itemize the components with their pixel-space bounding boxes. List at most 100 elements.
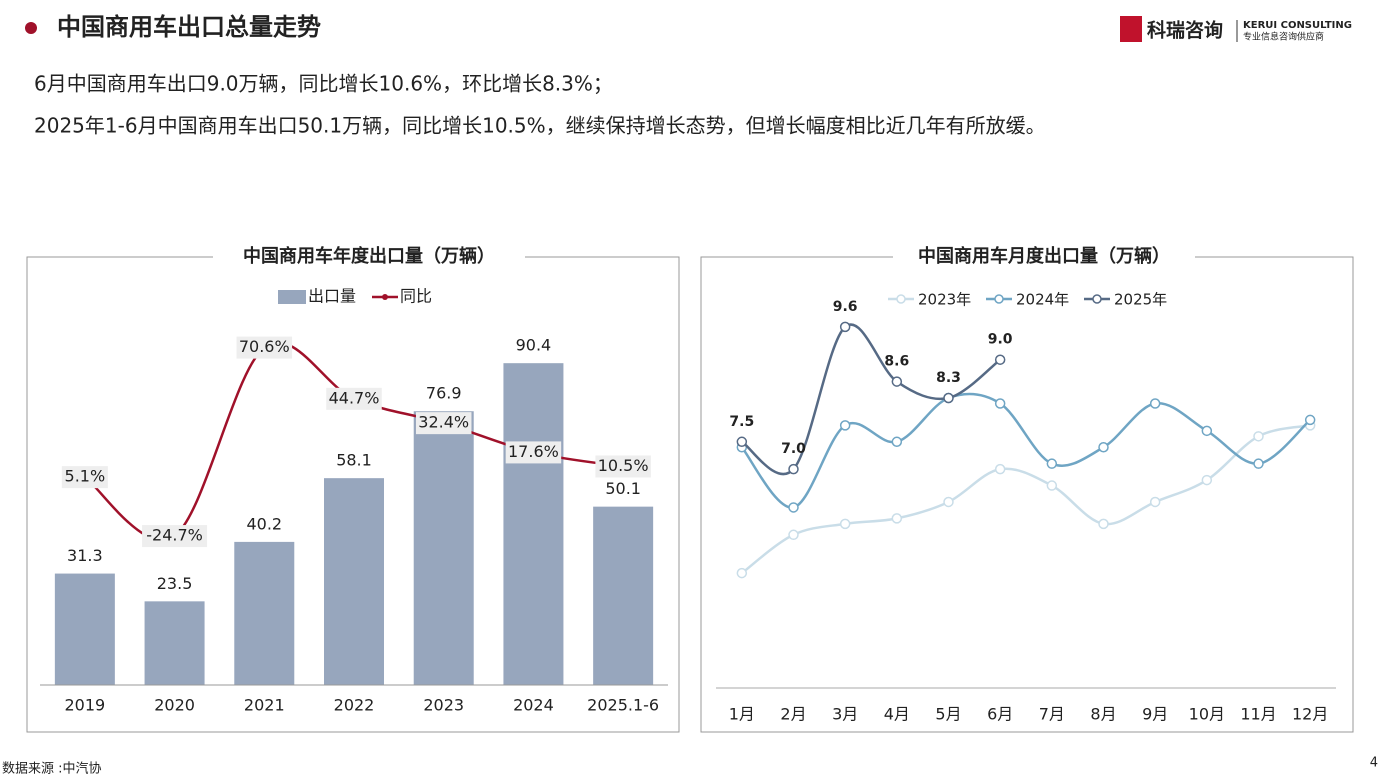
logo: 科瑞咨询 bbox=[1147, 19, 1223, 42]
point bbox=[788, 502, 799, 513]
point bbox=[788, 529, 799, 541]
body-text: 6月中国商用车出口9.0万辆，同比增长10.6%，环比增长8.3%； bbox=[34, 72, 613, 96]
label-box bbox=[236, 336, 293, 359]
point bbox=[994, 354, 1006, 365]
data-label: 23.5 bbox=[157, 574, 193, 593]
bar bbox=[324, 478, 384, 685]
data-label: 5.1% bbox=[65, 467, 106, 486]
point bbox=[994, 398, 1006, 409]
x-tick-label: 6月 bbox=[987, 705, 1013, 724]
x-tick-label: 2021 bbox=[244, 696, 285, 715]
point bbox=[1253, 458, 1264, 469]
data-label: 44.7% bbox=[329, 388, 380, 407]
x-tick-label: 2022 bbox=[334, 696, 375, 715]
x-tick-label: 2023 bbox=[423, 696, 464, 715]
data-label: 32.4% bbox=[418, 413, 469, 432]
data-label: 8.3 bbox=[936, 370, 961, 386]
chart-title: 中国商用车年度出口量（万辆） bbox=[243, 245, 495, 267]
data-label: 76.9 bbox=[426, 384, 462, 403]
data-label: 31.3 bbox=[67, 546, 103, 565]
label-box bbox=[142, 525, 208, 548]
x-tick-label: 10月 bbox=[1189, 705, 1225, 724]
label-box bbox=[415, 412, 472, 435]
x-tick-label: 2025.1-6 bbox=[587, 696, 659, 715]
data-label: 17.6% bbox=[508, 442, 559, 461]
data-label: -24.7% bbox=[146, 526, 203, 545]
x-tick-label: 2024 bbox=[513, 696, 554, 715]
legend-swatch bbox=[278, 290, 306, 304]
label-box bbox=[326, 387, 382, 410]
legend-swatch bbox=[994, 294, 1004, 304]
x-tick-label: 12月 bbox=[1292, 705, 1328, 724]
data-label: 50.1 bbox=[605, 479, 641, 498]
data-label: 58.1 bbox=[336, 451, 372, 470]
data-label: 10.5% bbox=[598, 456, 649, 475]
panel-gap bbox=[213, 247, 525, 267]
point bbox=[891, 376, 903, 387]
point bbox=[1304, 414, 1316, 426]
x-tick-label: 7月 bbox=[1039, 705, 1065, 724]
label-box bbox=[595, 455, 651, 478]
legend-label: 2025年 bbox=[1114, 291, 1167, 309]
point bbox=[736, 436, 748, 448]
source: 数据来源 :中汽协 bbox=[2, 762, 102, 777]
x-tick-label: 8月 bbox=[1090, 705, 1116, 724]
logo-mark bbox=[1120, 16, 1142, 42]
point bbox=[943, 496, 954, 508]
body-text: 2025年1-6月中国商用车出口50.1万辆，同比增长10.5%，继续保持增长态… bbox=[34, 114, 1046, 138]
data-label: 9.6 bbox=[833, 299, 858, 315]
chart-title: 中国商用车月度出口量（万辆） bbox=[918, 245, 1170, 267]
legend-swatch bbox=[382, 294, 388, 300]
point bbox=[1253, 431, 1264, 442]
point bbox=[839, 420, 851, 431]
point bbox=[1201, 425, 1213, 437]
bar bbox=[54, 573, 115, 685]
point bbox=[1046, 458, 1058, 469]
x-tick-label: 2019 bbox=[64, 696, 105, 715]
data-label: 9.0 bbox=[988, 332, 1013, 348]
page-title: 中国商用车出口总量走势 bbox=[57, 13, 321, 41]
legend-label: 2024年 bbox=[1016, 291, 1069, 309]
page-number: 4 bbox=[1370, 756, 1378, 771]
line bbox=[741, 424, 1311, 575]
x-tick-label: 4月 bbox=[884, 705, 910, 724]
legend-label: 出口量 bbox=[308, 287, 356, 306]
x-tick-label: 2020 bbox=[154, 696, 195, 715]
point bbox=[1149, 496, 1161, 508]
data-label: 90.4 bbox=[516, 336, 552, 355]
x-tick-label: 9月 bbox=[1142, 705, 1168, 724]
x-tick-label: 5月 bbox=[935, 705, 961, 724]
point bbox=[891, 436, 903, 448]
label-box bbox=[505, 441, 562, 464]
legend-swatch bbox=[1092, 294, 1102, 304]
point bbox=[839, 321, 851, 333]
point bbox=[1149, 398, 1161, 409]
point bbox=[839, 518, 851, 530]
data-label: 7.5 bbox=[729, 414, 754, 430]
x-tick-label: 2月 bbox=[780, 705, 806, 724]
bar bbox=[503, 363, 564, 685]
bar bbox=[234, 541, 295, 685]
point bbox=[736, 567, 748, 579]
data-label: 40.2 bbox=[246, 514, 282, 533]
point bbox=[788, 463, 799, 475]
legend-swatch bbox=[896, 294, 906, 304]
logo-sub: 专业信息咨询供应商 bbox=[1243, 31, 1324, 43]
data-label: 8.6 bbox=[884, 354, 909, 370]
point bbox=[1201, 474, 1213, 486]
bar bbox=[593, 506, 654, 685]
data-label: 70.6% bbox=[239, 337, 290, 356]
point bbox=[994, 463, 1006, 475]
x-tick-label: 11月 bbox=[1240, 705, 1276, 724]
title-dot bbox=[25, 22, 37, 34]
panel bbox=[700, 256, 1354, 733]
legend-label: 同比 bbox=[400, 287, 432, 306]
legend-label: 2023年 bbox=[918, 291, 971, 309]
bar bbox=[413, 411, 474, 685]
panel-gap bbox=[893, 247, 1195, 267]
label-box bbox=[61, 466, 108, 489]
point bbox=[1098, 442, 1109, 453]
data-label: 7.0 bbox=[781, 441, 806, 457]
bar bbox=[144, 601, 205, 685]
